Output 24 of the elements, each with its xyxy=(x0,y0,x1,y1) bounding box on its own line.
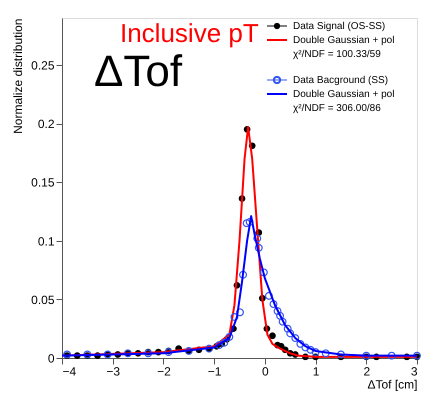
y-axis-title: Normalize distribution xyxy=(11,18,26,134)
legend-label: Double Gaussian + pol xyxy=(293,35,394,46)
annotation: Inclusive pT xyxy=(120,18,259,48)
x-tick-label: −3 xyxy=(106,364,120,378)
x-tick-label: 3 xyxy=(410,364,418,378)
annotation: χ²/NDF = 306.00/86 xyxy=(293,103,382,114)
annotation: χ²/NDF = 100.33/59 xyxy=(293,49,382,60)
legend-label: Double Gaussian + pol xyxy=(293,89,394,100)
x-tick-label: −4 xyxy=(62,364,77,378)
x-tick-label: 2 xyxy=(363,364,370,378)
x-tick-label: 1 xyxy=(312,364,320,378)
x-tick-label: −2 xyxy=(157,364,172,378)
y-tick-label: 0 xyxy=(48,352,55,366)
y-tick-label: 0.1 xyxy=(38,234,55,248)
annotation: ΔTof xyxy=(94,47,183,96)
legend-label: Data Signal (OS-SS) xyxy=(293,21,386,32)
x-tick-label: 0 xyxy=(262,364,270,378)
legend-label: Data Bacground (SS) xyxy=(293,75,388,86)
x-axis-title: ΔTof [cm] xyxy=(367,378,418,392)
y-tick-label: 0.05 xyxy=(31,292,55,307)
y-tick-label: 0.15 xyxy=(31,176,55,190)
y-tick-label: 0.2 xyxy=(38,117,55,132)
y-tick-label: 0.25 xyxy=(31,58,55,72)
x-tick-label: −1 xyxy=(208,364,222,378)
